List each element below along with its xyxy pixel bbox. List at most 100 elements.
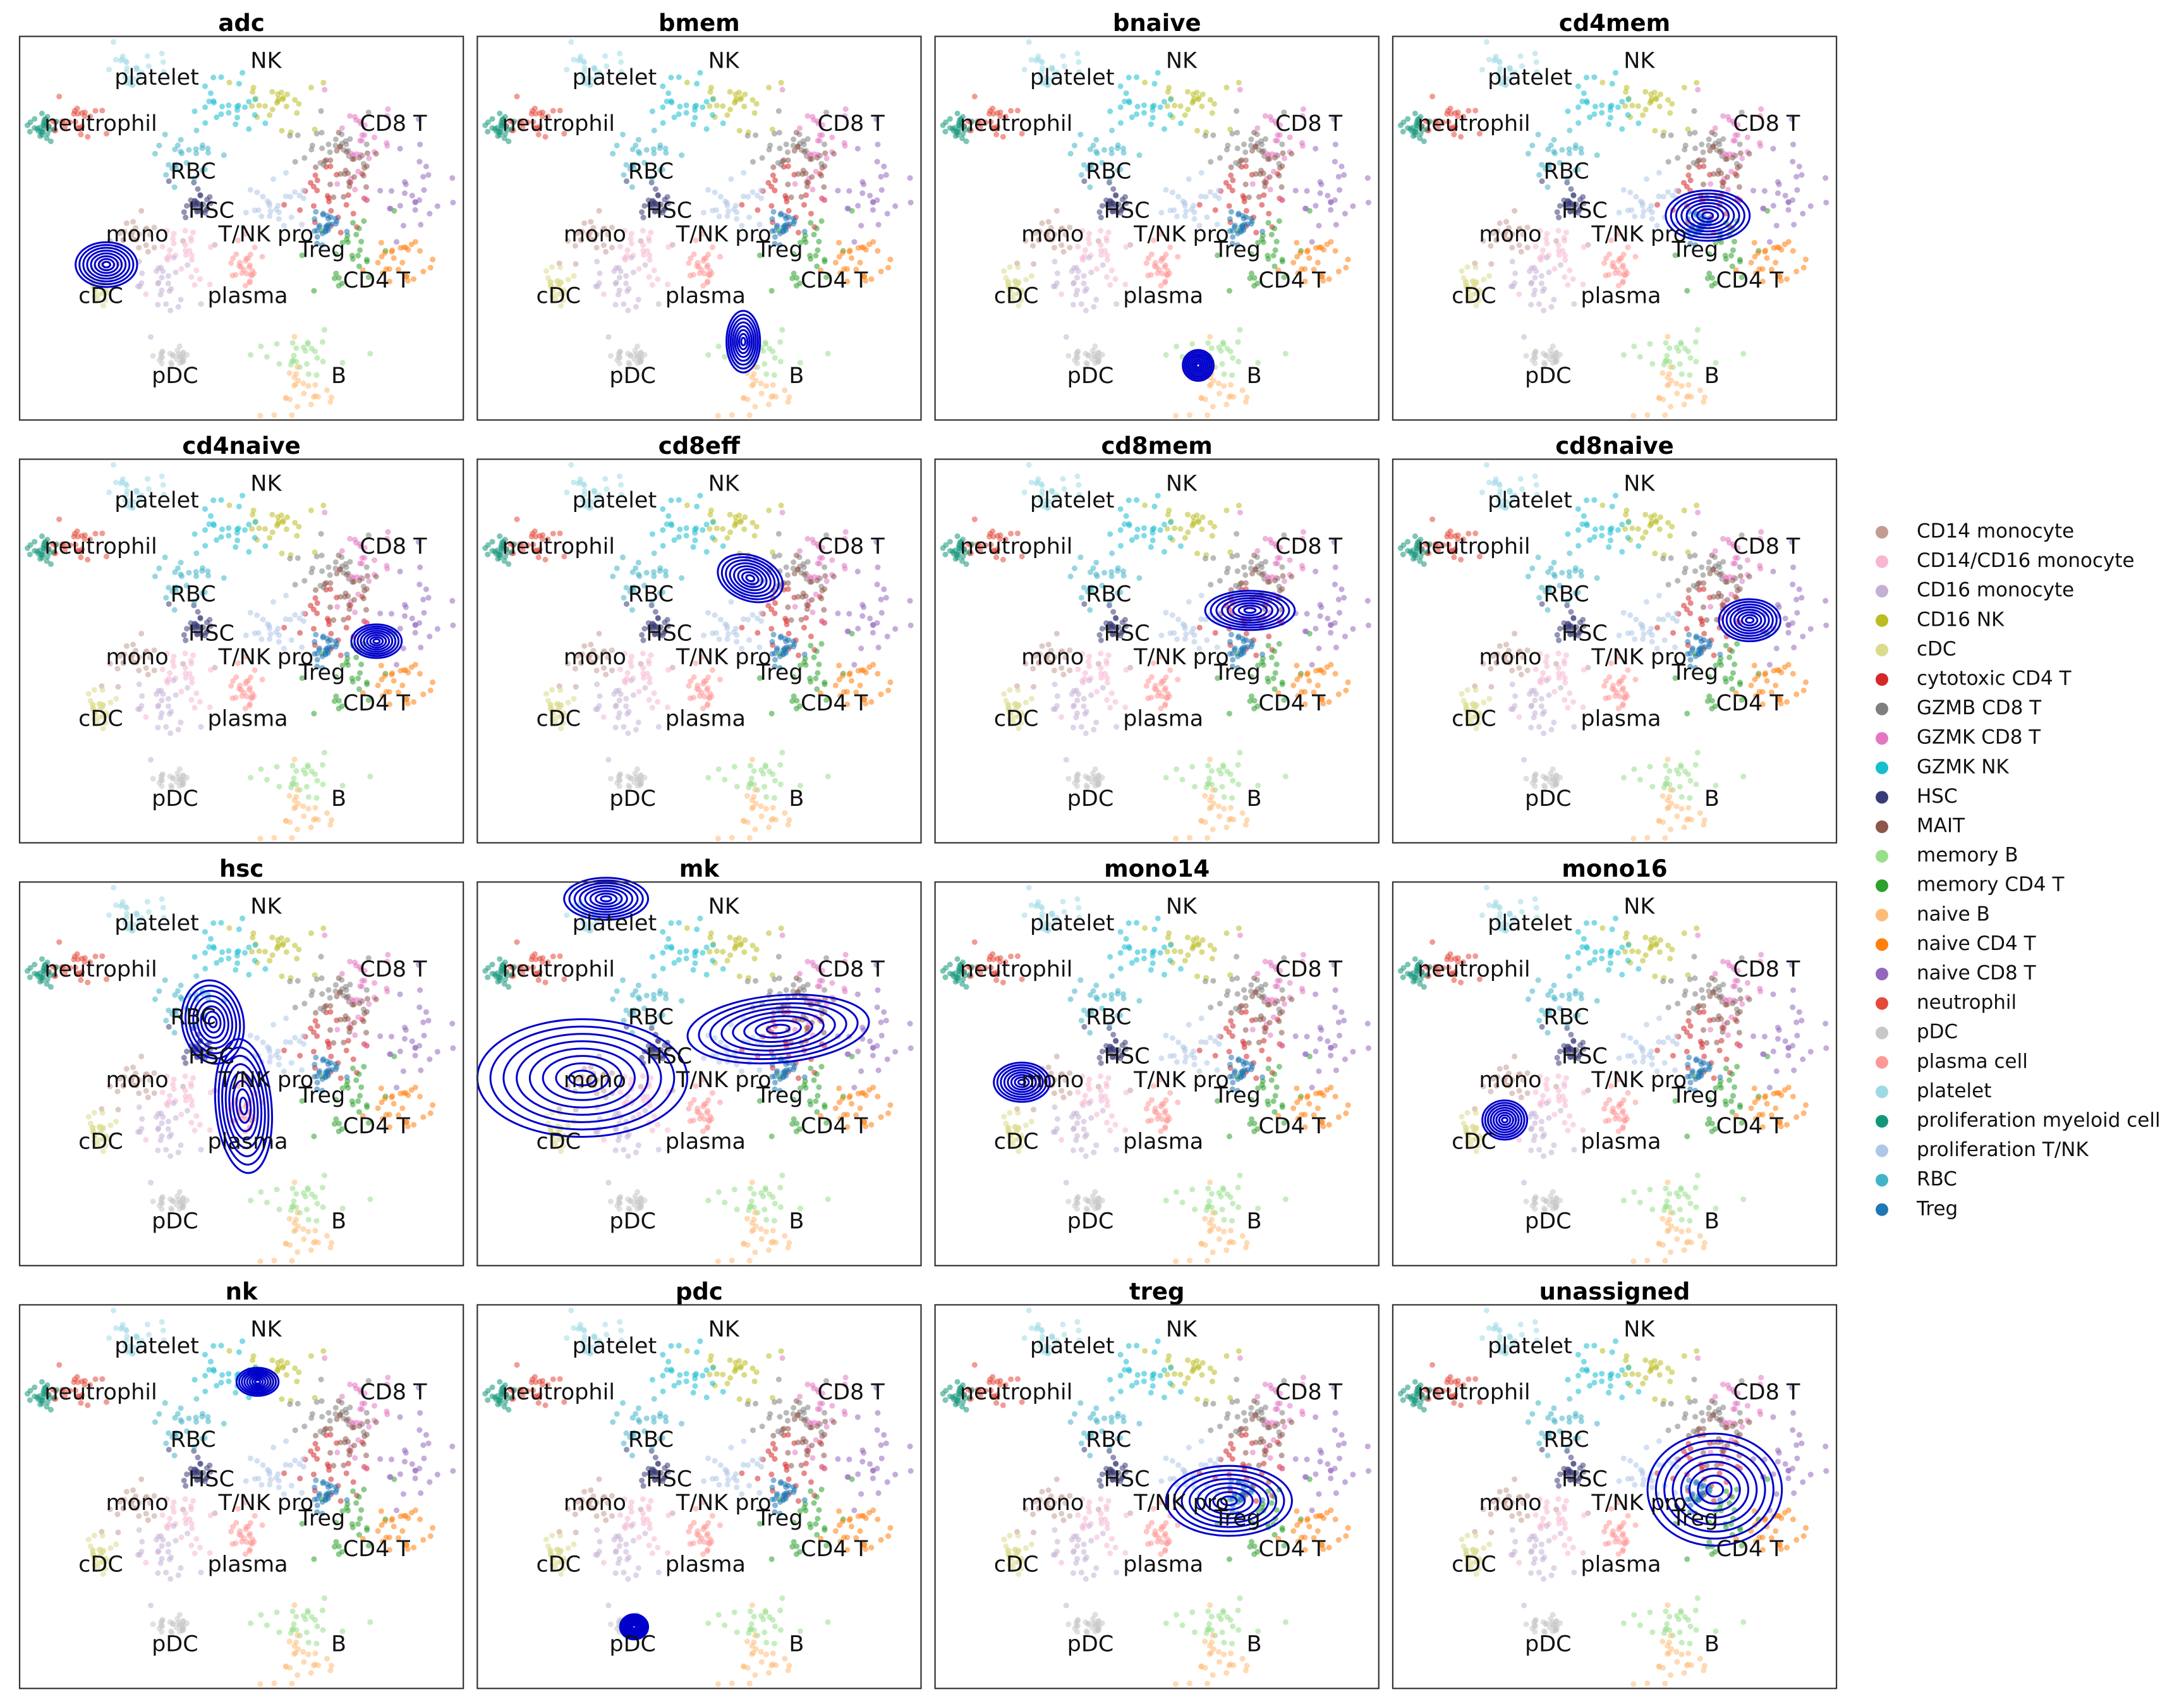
cell-point	[571, 56, 577, 63]
cell-point	[769, 126, 775, 133]
cell-point	[314, 228, 320, 234]
cell-point	[1599, 110, 1605, 116]
cell-point	[418, 644, 424, 650]
cell-point	[353, 654, 360, 661]
cell-point	[416, 671, 423, 677]
cell-point	[314, 177, 320, 183]
cell-point	[1266, 210, 1272, 217]
cell-point	[1215, 381, 1222, 387]
cell-point	[178, 719, 184, 726]
cell-point	[866, 664, 873, 671]
cell-point	[1060, 671, 1067, 678]
cell-point	[1202, 396, 1208, 403]
cell-point	[791, 221, 797, 227]
cell-point	[182, 665, 188, 671]
cell-point	[270, 599, 277, 605]
cluster-label: HSC	[646, 621, 692, 646]
cell-point	[1640, 112, 1646, 118]
cell-point	[1173, 413, 1179, 419]
cell-point	[139, 693, 145, 699]
cluster-label: CD8 T	[360, 534, 427, 559]
cell-point	[1627, 189, 1634, 195]
cell-point	[708, 507, 714, 513]
cell-point	[1260, 239, 1266, 245]
cell-point	[1207, 334, 1213, 340]
cell-point	[403, 181, 409, 188]
cell-point	[1086, 663, 1093, 669]
cell-point	[226, 525, 232, 531]
cell-point	[275, 202, 281, 209]
cell-point	[878, 691, 884, 697]
cell-point	[312, 216, 318, 222]
cell-point	[167, 247, 173, 253]
cell-point	[331, 617, 337, 623]
cell-point	[1226, 817, 1232, 823]
cell-point	[1625, 112, 1631, 118]
cell-point	[883, 595, 889, 601]
cell-point	[408, 664, 415, 671]
cell-point	[44, 135, 50, 142]
cell-point	[1667, 533, 1673, 539]
cell-point	[1244, 394, 1250, 400]
cell-point	[1096, 631, 1103, 638]
cell-point	[851, 662, 858, 668]
cell-point	[785, 580, 791, 587]
cell-point	[344, 651, 350, 657]
cell-point	[1591, 74, 1598, 80]
cell-point	[1242, 214, 1249, 221]
cell-point	[816, 132, 823, 138]
cell-point	[811, 654, 817, 661]
cell-point	[313, 631, 319, 638]
cell-point	[349, 675, 355, 681]
cell-point	[1555, 228, 1562, 234]
cell-point	[855, 625, 861, 631]
cell-point	[1169, 189, 1175, 195]
cell-point	[1267, 537, 1273, 543]
cell-point	[136, 231, 142, 238]
cell-point	[156, 142, 162, 149]
cell-point	[705, 351, 712, 358]
cell-point	[1098, 242, 1104, 248]
panel-title: cd8naive	[1555, 432, 1673, 460]
cell-point	[770, 209, 777, 215]
cell-point	[696, 270, 703, 276]
cell-point	[727, 511, 733, 518]
cell-point	[848, 255, 854, 261]
cell-point	[1235, 339, 1241, 345]
cell-point	[305, 806, 312, 812]
cell-point	[293, 345, 300, 351]
cell-point	[621, 255, 628, 261]
cell-point	[1175, 253, 1181, 260]
cell-point	[159, 710, 165, 716]
cell-point	[836, 676, 842, 683]
cell-point	[801, 571, 808, 578]
cell-point	[383, 266, 389, 272]
cell-point	[640, 214, 646, 221]
cell-point	[1228, 805, 1234, 811]
cell-point	[1800, 264, 1807, 271]
cell-point	[870, 198, 876, 205]
cell-point	[427, 687, 434, 693]
cell-point	[665, 667, 672, 673]
cell-point	[1163, 351, 1169, 358]
cell-point	[280, 519, 286, 525]
cell-point	[1536, 724, 1543, 730]
cell-point	[1338, 163, 1345, 169]
cell-point	[1090, 565, 1096, 571]
cell-point	[1483, 39, 1489, 46]
cell-point	[485, 119, 491, 125]
cell-point	[264, 776, 270, 783]
cell-point	[425, 172, 432, 178]
cell-point	[660, 120, 666, 126]
cell-point	[360, 267, 366, 274]
cell-point	[427, 264, 434, 271]
cell-point	[119, 478, 125, 485]
cell-point	[1782, 192, 1788, 198]
cell-point	[1251, 552, 1258, 559]
cell-point	[859, 190, 866, 197]
cell-point	[1191, 638, 1198, 645]
cell-point	[1400, 119, 1407, 125]
cell-point	[207, 90, 214, 96]
cell-point	[322, 509, 328, 516]
cell-point	[733, 95, 739, 102]
